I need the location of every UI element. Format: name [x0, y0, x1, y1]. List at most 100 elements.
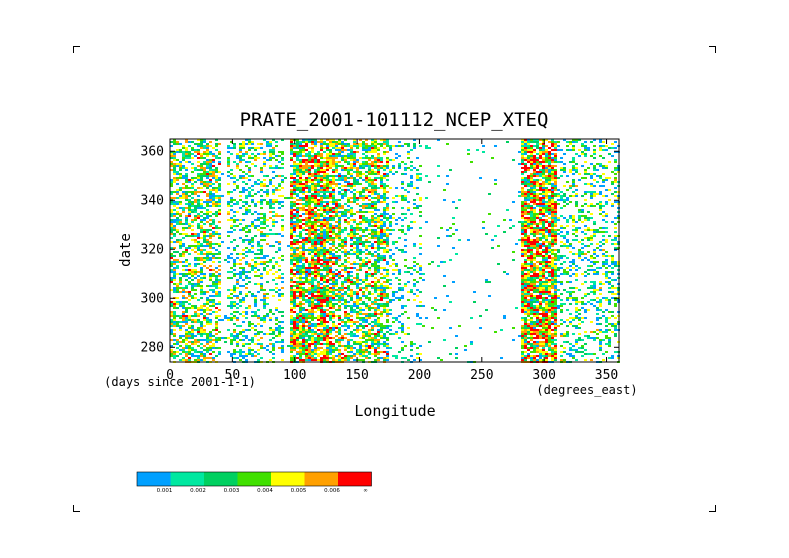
heatmap-cell: [374, 271, 377, 273]
heatmap-cell: [278, 189, 281, 191]
heatmap-cell: [551, 191, 554, 193]
heatmap-cell: [398, 297, 401, 299]
heatmap-cell: [533, 165, 536, 167]
heatmap-cell: [176, 173, 179, 175]
heatmap-cell: [551, 259, 554, 261]
heatmap-cell: [290, 211, 293, 213]
heatmap-cell: [296, 259, 299, 261]
heatmap-cell: [317, 259, 320, 261]
heatmap-cell: [173, 143, 176, 145]
heatmap-cell: [299, 231, 302, 233]
heatmap-cell: [326, 225, 329, 227]
heatmap-cell: [353, 159, 356, 161]
heatmap-cell: [545, 167, 548, 169]
heatmap-cell: [383, 251, 386, 253]
heatmap-cell: [347, 205, 350, 207]
heatmap-cell: [590, 155, 593, 157]
heatmap-cell: [605, 241, 608, 243]
heatmap-cell: [239, 229, 242, 231]
heatmap-cell: [227, 219, 230, 221]
heatmap-cell: [380, 291, 383, 293]
heatmap-cell: [392, 259, 395, 261]
heatmap-cell: [380, 143, 383, 145]
heatmap-cell: [596, 255, 599, 257]
heatmap-cell: [533, 169, 536, 171]
heatmap-cell: [533, 217, 536, 219]
heatmap-cell: [170, 211, 173, 213]
heatmap-cell: [302, 183, 305, 185]
heatmap-cell: [593, 139, 596, 141]
heatmap-cell: [215, 211, 218, 213]
heatmap-cell: [194, 297, 197, 299]
heatmap-cell: [191, 273, 194, 275]
heatmap-cell: [197, 275, 200, 277]
heatmap-cell: [173, 235, 176, 237]
heatmap-cell: [188, 299, 191, 301]
heatmap-cell: [302, 247, 305, 249]
heatmap-cell: [332, 181, 335, 183]
heatmap-cell: [335, 161, 338, 163]
chart-title: PRATE_2001-101112_NCEP_XTEQ: [240, 109, 549, 131]
heatmap-cell: [587, 237, 590, 239]
heatmap-cell: [335, 169, 338, 171]
heatmap-cell: [323, 207, 326, 209]
heatmap-cell: [614, 191, 617, 193]
heatmap-cell: [353, 163, 356, 165]
heatmap-cell: [533, 193, 536, 195]
heatmap-cell: [323, 185, 326, 187]
heatmap-cell: [377, 287, 380, 289]
heatmap-cell: [503, 231, 506, 233]
heatmap-cell: [302, 277, 305, 279]
heatmap-cell: [539, 175, 542, 177]
heatmap-cell: [308, 139, 311, 141]
heatmap-cell: [230, 201, 233, 203]
heatmap-cell: [305, 267, 308, 269]
heatmap-cell: [539, 239, 542, 241]
heatmap-cell: [347, 285, 350, 287]
heatmap-cell: [296, 227, 299, 229]
heatmap-cell: [278, 167, 281, 169]
heatmap-cell: [530, 239, 533, 241]
heatmap-cell: [338, 217, 341, 219]
heatmap-cell: [191, 235, 194, 237]
heatmap-cell: [260, 257, 263, 259]
heatmap-cell: [407, 271, 410, 273]
heatmap-cell: [329, 223, 332, 225]
heatmap-cell: [296, 217, 299, 219]
heatmap-cell: [350, 197, 353, 199]
heatmap-cell: [326, 153, 329, 155]
heatmap-cell: [344, 271, 347, 273]
heatmap-cell: [266, 243, 269, 245]
heatmap-cell: [521, 269, 524, 271]
heatmap-cell: [194, 263, 197, 265]
heatmap-cell: [551, 167, 554, 169]
heatmap-cell: [299, 265, 302, 267]
heatmap-cell: [344, 269, 347, 271]
heatmap-cell: [200, 139, 203, 141]
heatmap-cell: [542, 299, 545, 301]
heatmap-cell: [200, 285, 203, 287]
heatmap-cell: [209, 163, 212, 165]
heatmap-cell: [551, 269, 554, 271]
heatmap-cell: [536, 239, 539, 241]
heatmap-cell: [305, 257, 308, 259]
heatmap-cell: [212, 159, 215, 161]
heatmap-cell: [269, 183, 272, 185]
heatmap-cell: [545, 285, 548, 287]
heatmap-cell: [356, 151, 359, 153]
heatmap-cell: [560, 283, 563, 285]
heatmap-cell: [560, 157, 563, 159]
heatmap-cell: [272, 257, 275, 259]
heatmap-cell: [356, 291, 359, 293]
heatmap-cell: [524, 177, 527, 179]
heatmap-cell: [314, 201, 317, 203]
heatmap-cell: [320, 243, 323, 245]
heatmap-cell: [590, 281, 593, 283]
heatmap-cell: [545, 187, 548, 189]
heatmap-cell: [314, 287, 317, 289]
heatmap-cell: [170, 153, 173, 155]
heatmap-cell: [263, 215, 266, 217]
heatmap-cell: [317, 161, 320, 163]
heatmap-cell: [200, 181, 203, 183]
heatmap-cell: [212, 171, 215, 173]
